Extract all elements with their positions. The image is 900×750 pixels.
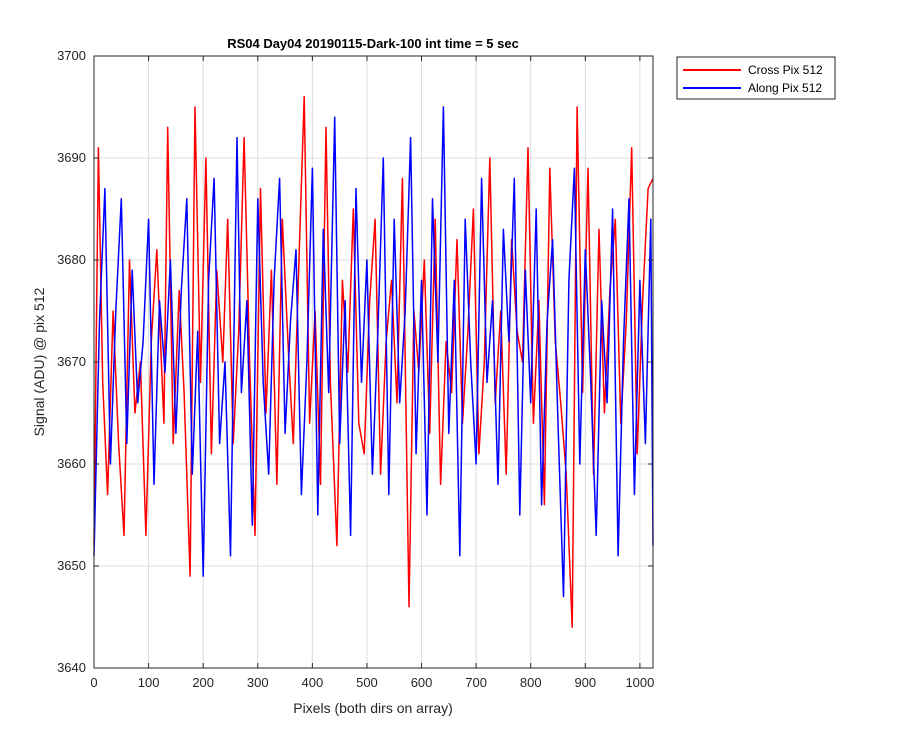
x-tick-label: 400 <box>302 675 324 690</box>
series-line-along-pix-512 <box>93 106 654 598</box>
y-tick-label: 3640 <box>57 660 86 675</box>
x-tick-label: 200 <box>192 675 214 690</box>
legend[interactable]: Cross Pix 512 Along Pix 512 <box>676 56 836 100</box>
y-tick-label: 3690 <box>57 150 86 165</box>
x-tick-label: 900 <box>574 675 596 690</box>
legend-label-along: Along Pix 512 <box>748 81 822 95</box>
chart-title: RS04 Day04 20190115-Dark-100 int time = … <box>227 36 519 51</box>
x-tick-label: 0 <box>90 675 97 690</box>
x-tick-label: 800 <box>520 675 542 690</box>
x-tick-label: 600 <box>411 675 433 690</box>
x-tick-label: 300 <box>247 675 269 690</box>
legend-label-cross: Cross Pix 512 <box>748 63 823 77</box>
series-line-cross-pix-512 <box>93 96 654 628</box>
y-tick-label: 3660 <box>57 456 86 471</box>
x-tick-label: 700 <box>465 675 487 690</box>
x-tick-label: 500 <box>356 675 378 690</box>
y-tick-label: 3650 <box>57 558 86 573</box>
legend-box <box>676 56 836 100</box>
y-tick-label: 3700 <box>57 48 86 63</box>
x-tick-label: 1000 <box>625 675 654 690</box>
x-axis: 0 100 200 300 400 500 600 700 800 900 1000 <box>90 56 654 690</box>
y-tick-label: 3680 <box>57 252 86 267</box>
y-axis: 3640 3650 3660 3670 3680 3690 3700 <box>57 48 653 675</box>
x-axis-label: Pixels (both dirs on array) <box>293 700 453 716</box>
series-layer <box>93 96 654 628</box>
x-tick-label: 100 <box>138 675 160 690</box>
y-axis-label: Signal (ADU) @ pix 512 <box>31 287 47 436</box>
y-tick-label: 3670 <box>57 354 86 369</box>
